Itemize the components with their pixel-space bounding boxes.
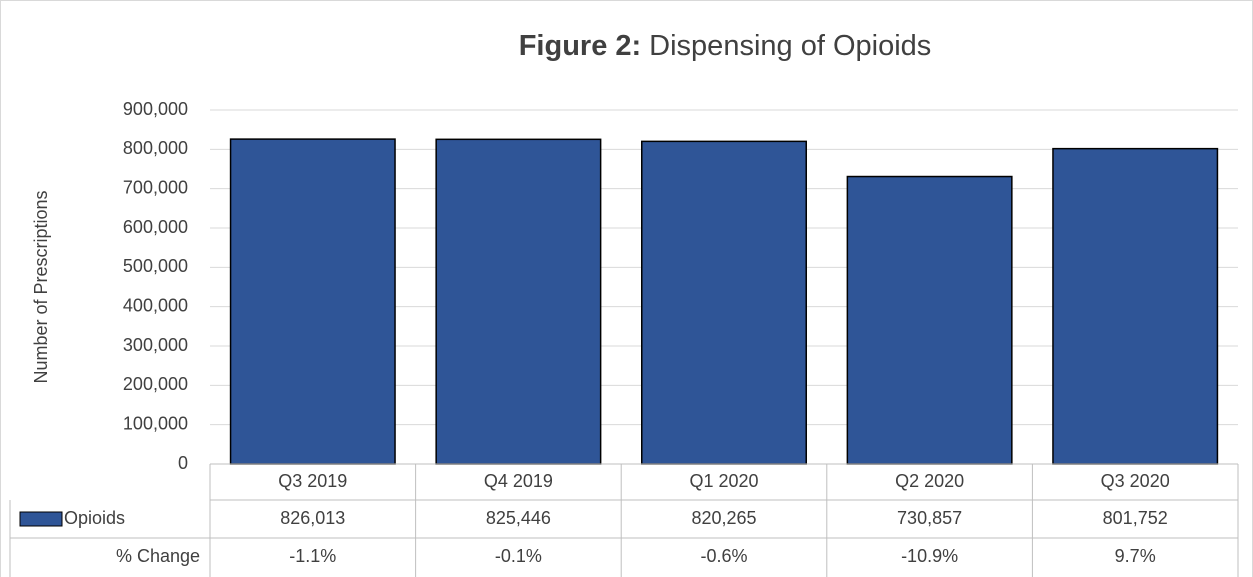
table-value: 826,013 [280,508,345,528]
y-tick-label: 400,000 [123,295,188,315]
y-tick-label: 700,000 [123,177,188,197]
table-value: 820,265 [691,508,756,528]
bar [1052,147,1219,465]
y-tick-label: 200,000 [123,374,188,394]
y-tick-label: 900,000 [123,99,188,119]
table-value: -0.1% [495,546,542,566]
x-tick-label: Q3 2019 [278,471,347,491]
bar [641,140,807,465]
title-prefix: Figure 2: [519,30,641,62]
table-value: 801,752 [1103,508,1168,528]
x-tick-label: Q2 2020 [895,471,964,491]
table-value: -0.6% [700,546,747,566]
y-tick-label: 500,000 [123,256,188,276]
legend-label: Opioids [64,508,125,528]
y-tick-label: 300,000 [123,335,188,355]
table-value: 9.7% [1115,546,1156,566]
x-tick-label: Q1 2020 [689,471,758,491]
table-value: 825,446 [486,508,551,528]
table-value: -10.9% [901,546,958,566]
table-row-label: % Change [116,546,200,566]
x-tick-label: Q4 2019 [484,471,553,491]
y-axis-label: Number of Prescriptions [31,190,51,383]
y-tick-label: 100,000 [123,413,188,433]
title-text: Dispensing of Opioids [649,30,931,62]
y-tick-label: 600,000 [123,217,188,237]
bar [229,138,396,465]
chart-title: Figure 2: Dispensing of Opioids [519,30,932,62]
x-tick-label: Q3 2020 [1101,471,1170,491]
y-tick-label: 800,000 [123,138,188,158]
legend-swatch [19,511,63,527]
bar [435,138,602,465]
table-value: -1.1% [289,546,336,566]
y-tick-label: 0 [178,453,188,473]
table-value: 730,857 [897,508,962,528]
bar [846,175,1013,465]
